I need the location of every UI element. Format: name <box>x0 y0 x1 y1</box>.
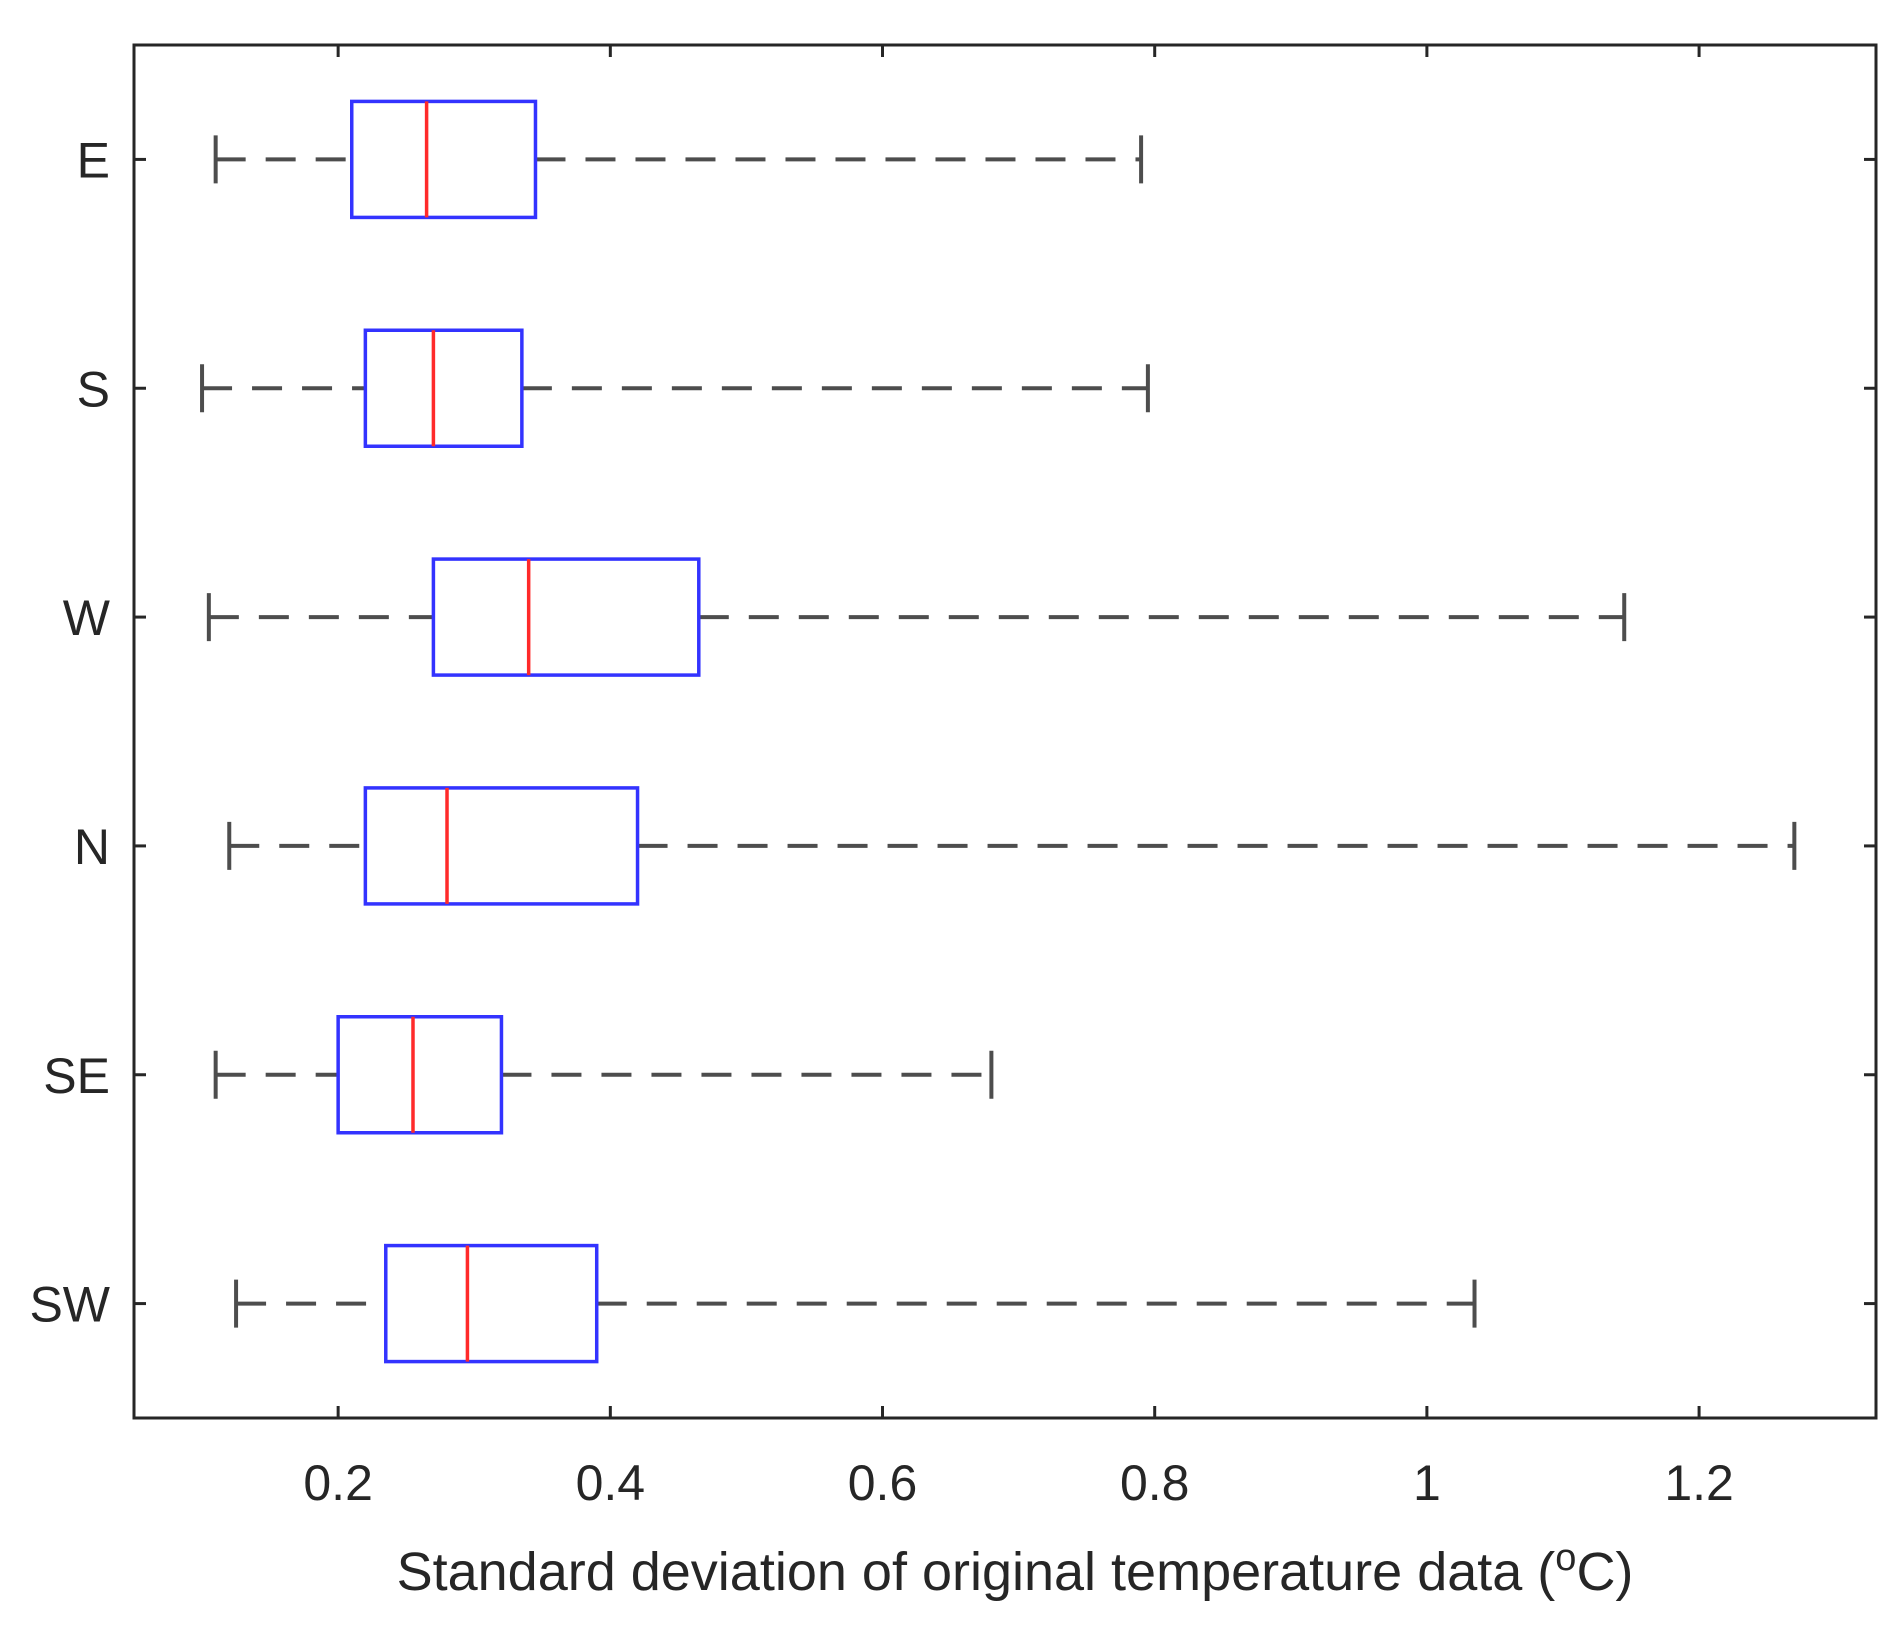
x-tick-label: 1 <box>1413 1455 1441 1511</box>
y-tick-label-w: W <box>63 590 111 646</box>
x-axis-label-superscript: o <box>1555 1537 1576 1579</box>
box-group-e <box>213 99 1144 220</box>
iqr-box <box>350 99 538 220</box>
box-group-sw <box>234 1243 1477 1364</box>
iqr-box <box>336 1015 504 1135</box>
iqr-box <box>363 328 524 448</box>
y-tick-label-s: S <box>77 361 110 417</box>
chart-marks <box>200 99 1797 1364</box>
x-axis-label-main: Standard deviation of original temperatu… <box>397 1542 1556 1602</box>
iqr-box <box>363 786 640 906</box>
y-tick-label-e: E <box>77 132 110 188</box>
x-axis-label-unit: C) <box>1576 1542 1633 1602</box>
box-group-w <box>206 557 1627 677</box>
iqr-box <box>431 557 701 677</box>
y-tick-label-n: N <box>74 819 110 875</box>
x-tick-label: 0.4 <box>576 1455 646 1511</box>
axes-frame <box>132 43 1878 1420</box>
box-group-s <box>200 328 1150 448</box>
x-axis-label: Standard deviation of original temperatu… <box>397 1537 1634 1602</box>
y-tick-label-sw: SW <box>29 1277 110 1333</box>
box-group-n <box>227 786 1797 906</box>
x-tick-label: 1.2 <box>1664 1455 1734 1511</box>
x-tick-label: 0.6 <box>848 1455 918 1511</box>
box-group-se <box>213 1015 994 1135</box>
x-tick-label: 0.8 <box>1120 1455 1190 1511</box>
iqr-box <box>384 1243 599 1364</box>
x-tick-label: 0.2 <box>303 1455 373 1511</box>
y-tick-label-se: SE <box>43 1048 110 1104</box>
